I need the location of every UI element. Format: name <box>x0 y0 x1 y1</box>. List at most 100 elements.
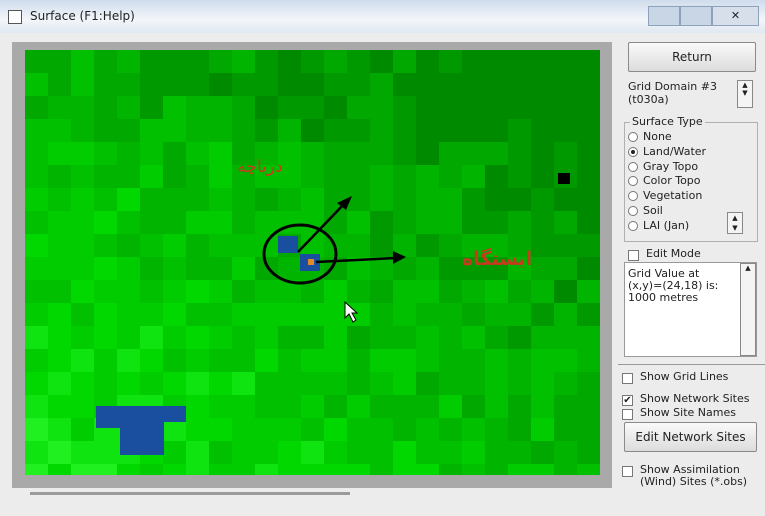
map-cell <box>140 280 163 303</box>
close-button[interactable]: ✕ <box>712 6 759 26</box>
map-cell <box>186 464 209 475</box>
map-cell <box>531 50 554 73</box>
map-cell <box>393 372 416 395</box>
map-cell <box>71 349 94 372</box>
map-cell <box>577 50 600 73</box>
radio-button[interactable] <box>628 191 638 202</box>
map-cell <box>94 96 117 119</box>
map-cell <box>48 418 71 441</box>
option-box[interactable] <box>622 373 633 384</box>
map-cell <box>71 464 94 475</box>
map-cell <box>577 326 600 349</box>
map-cell <box>347 349 370 372</box>
map-cell <box>186 96 209 119</box>
radio-button[interactable] <box>628 176 638 187</box>
map-cell <box>209 96 232 119</box>
map-cell <box>94 441 117 464</box>
map-cell <box>71 395 94 418</box>
map-cell <box>324 326 347 349</box>
map-cell <box>324 50 347 73</box>
map-cell <box>48 142 71 165</box>
map-cell <box>232 418 255 441</box>
map-cell <box>71 234 94 257</box>
scrollbar[interactable]: ▲ <box>740 263 756 356</box>
map-cell <box>278 50 301 73</box>
map-cell <box>140 234 163 257</box>
map-cell <box>25 464 48 475</box>
map-cell <box>508 50 531 73</box>
map-cell <box>163 349 186 372</box>
map-cell <box>347 441 370 464</box>
map-cell <box>48 73 71 96</box>
map-cell <box>163 372 186 395</box>
map-cell <box>140 349 163 372</box>
map-cell <box>278 280 301 303</box>
map-cell <box>462 211 485 234</box>
map-cell <box>117 50 140 73</box>
radio-button[interactable] <box>628 132 638 142</box>
map-cell <box>370 234 393 257</box>
map-cell <box>255 257 278 280</box>
map-cell <box>370 441 393 464</box>
map-cell <box>462 349 485 372</box>
map-cell <box>439 303 462 326</box>
map-cell <box>255 418 278 441</box>
lake-annotation: دریاچه <box>237 157 282 177</box>
map-cell <box>531 188 554 211</box>
radio-label: Gray Topo <box>643 159 699 173</box>
radio-button[interactable] <box>628 161 638 172</box>
edit-network-sites-button[interactable]: Edit Network Sites <box>624 422 757 452</box>
map-cell <box>94 50 117 73</box>
map-cell <box>48 464 71 475</box>
lai-spinner[interactable]: ▲ ▼ <box>727 212 743 234</box>
map-cell <box>462 50 485 73</box>
map-cell <box>71 142 94 165</box>
map-cell <box>140 96 163 119</box>
map-cell <box>554 441 577 464</box>
map-cell <box>71 96 94 119</box>
maximize-button[interactable] <box>680 6 712 26</box>
mouse-cursor <box>344 300 359 323</box>
map-cell <box>393 326 416 349</box>
map-cell <box>301 50 324 73</box>
option-box[interactable] <box>622 409 633 420</box>
map-cell <box>508 73 531 96</box>
map-cell <box>255 395 278 418</box>
map-cell <box>209 119 232 142</box>
map-cell <box>255 464 278 475</box>
domain-spinner[interactable]: ▲ ▼ <box>737 80 753 108</box>
radio-button[interactable] <box>628 206 638 216</box>
map-cell <box>163 303 186 326</box>
map-cell <box>370 96 393 119</box>
map-cell <box>209 234 232 257</box>
edit-mode-box[interactable] <box>628 250 639 261</box>
option-box[interactable]: ✔ <box>622 395 633 406</box>
map-cell <box>255 441 278 464</box>
map-cell <box>370 211 393 234</box>
map-cell <box>347 418 370 441</box>
minimize-button[interactable] <box>648 6 680 26</box>
map-cell <box>117 119 140 142</box>
radio-button[interactable] <box>628 146 638 157</box>
map-cell <box>577 372 600 395</box>
map-cell <box>462 395 485 418</box>
map-cell <box>94 303 117 326</box>
map-cell <box>485 372 508 395</box>
map-cell <box>416 188 439 211</box>
assimilation-box[interactable] <box>622 466 633 477</box>
map-cell <box>186 326 209 349</box>
map-cell <box>140 50 163 73</box>
map-cell <box>393 395 416 418</box>
map-cell <box>186 234 209 257</box>
separator <box>618 364 765 365</box>
map-cell <box>140 211 163 234</box>
return-button[interactable]: Return <box>628 42 756 72</box>
map-cell <box>347 464 370 475</box>
map-cell <box>48 165 71 188</box>
map-cell <box>324 142 347 165</box>
map-cell <box>370 418 393 441</box>
map-cell <box>485 50 508 73</box>
map-cell <box>232 50 255 73</box>
radio-button[interactable] <box>628 220 638 231</box>
map-cell <box>485 303 508 326</box>
